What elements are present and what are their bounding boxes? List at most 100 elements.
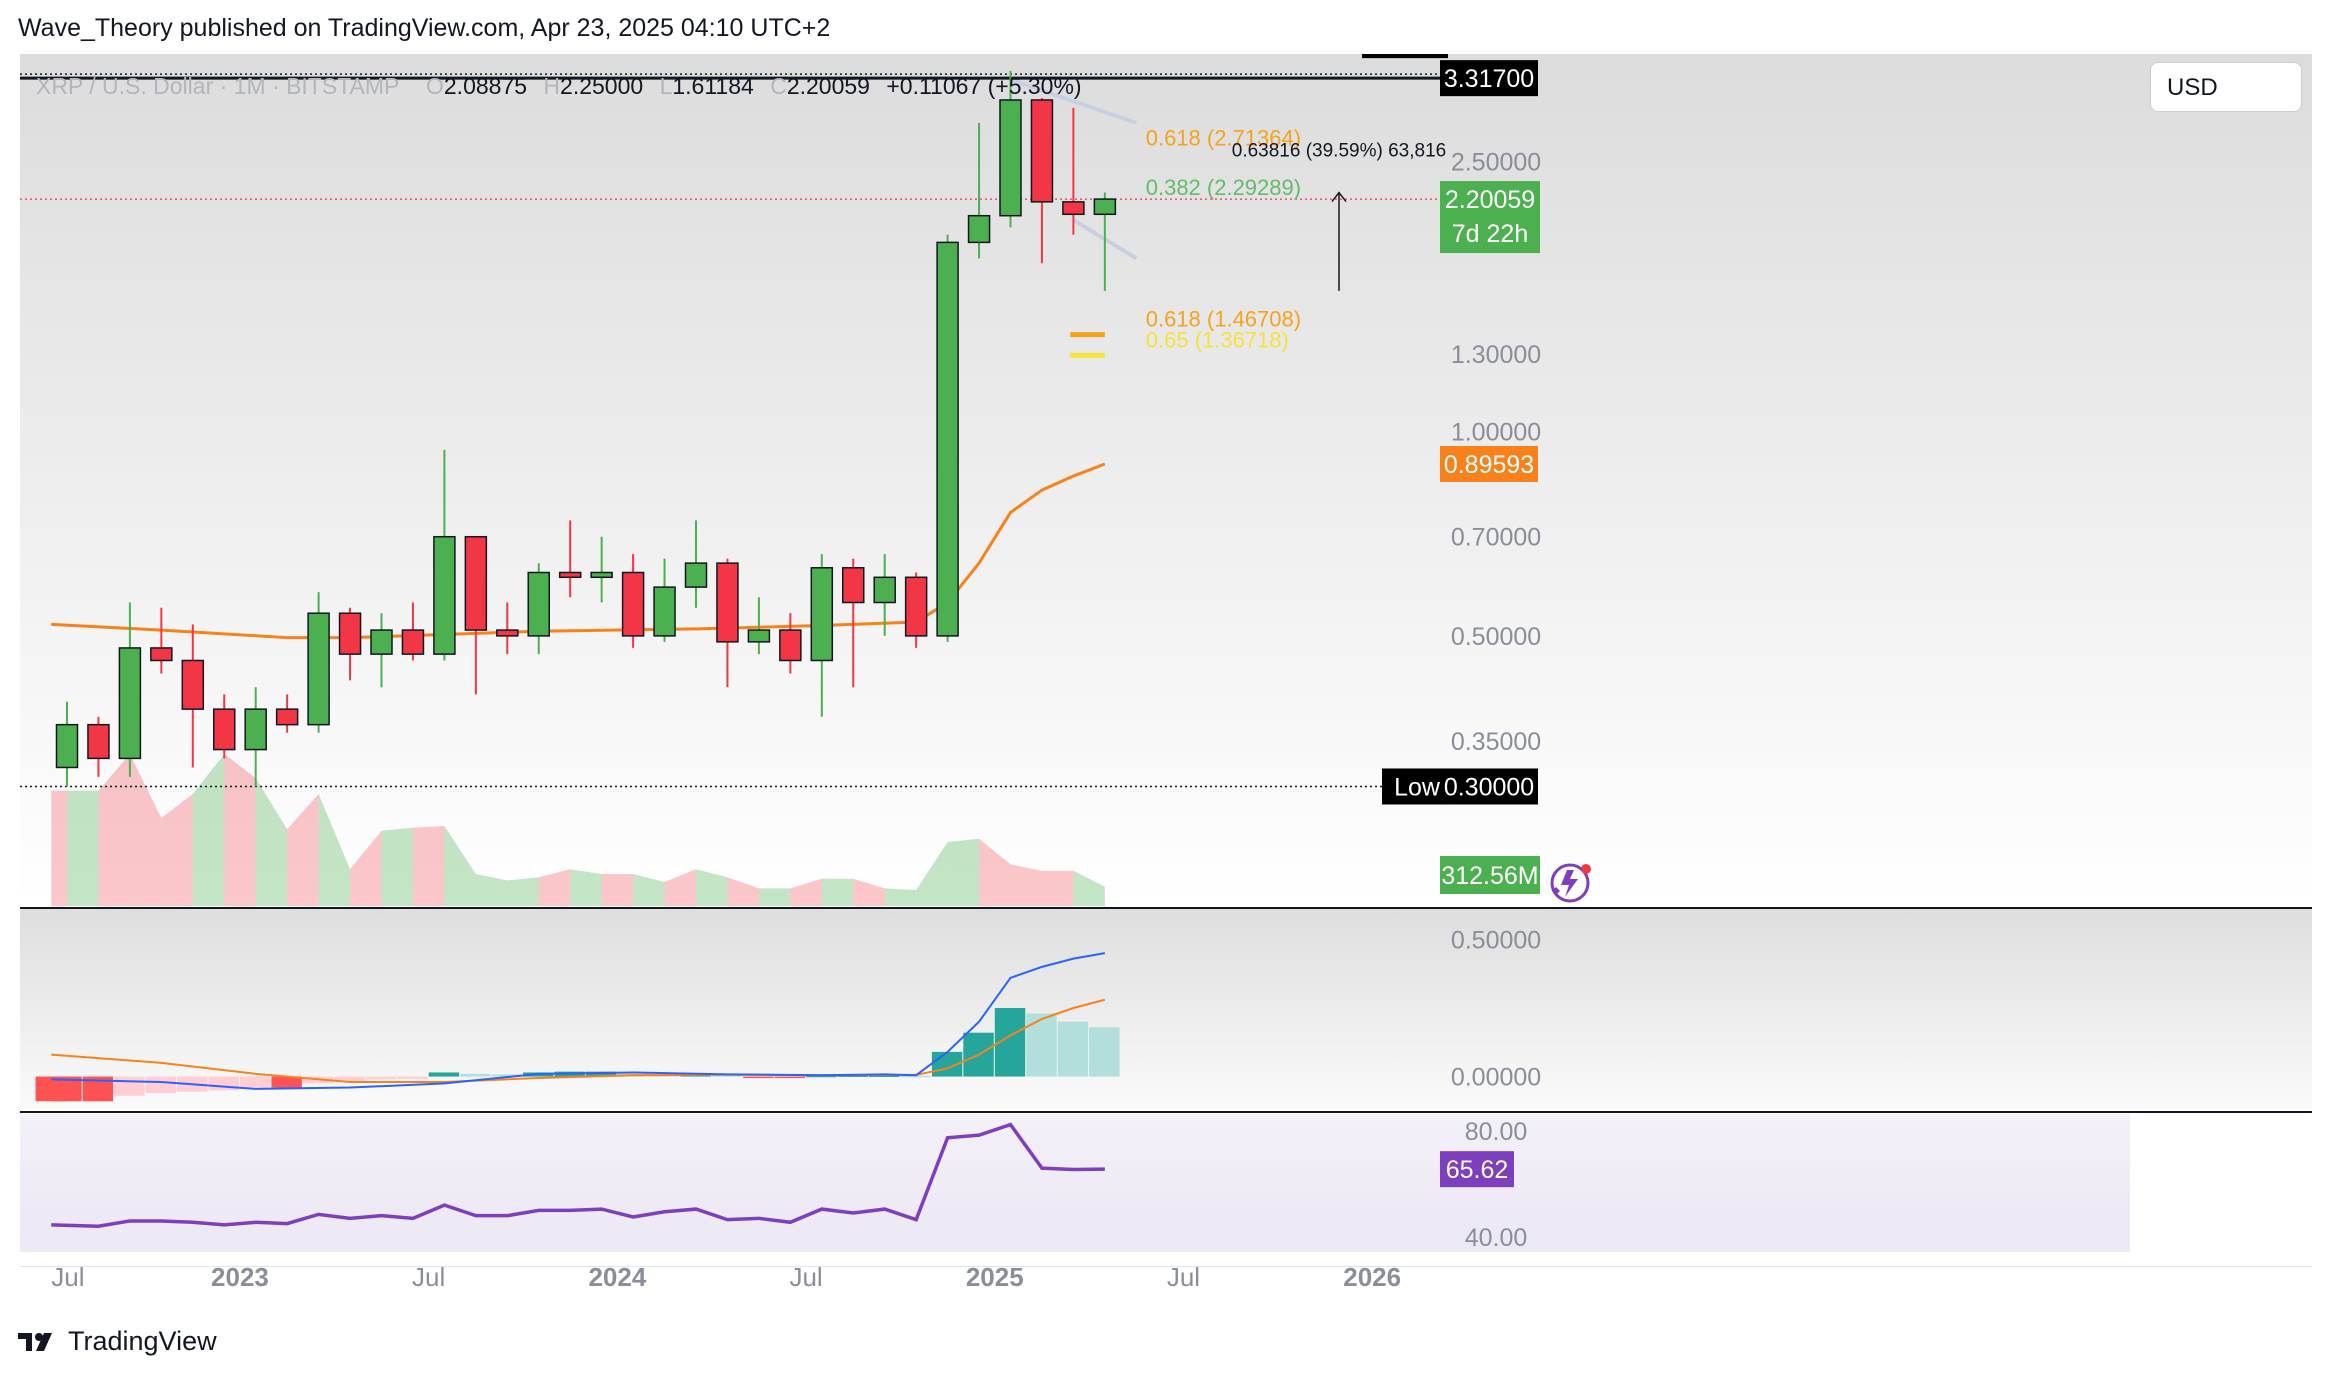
- candle[interactable]: [275, 694, 299, 733]
- candle[interactable]: [496, 602, 519, 655]
- candle-body: [747, 629, 771, 643]
- candle-body: [558, 571, 582, 579]
- candle-body: [716, 562, 739, 643]
- ema-price-tag[interactable]: [1440, 445, 1538, 482]
- macd-histogram-bar: [774, 1076, 806, 1079]
- macd-tick-label: 0.50000: [1451, 926, 1541, 954]
- candle-body: [999, 99, 1022, 217]
- candle[interactable]: [1062, 107, 1085, 235]
- candle[interactable]: [684, 520, 708, 608]
- legend-low-label: L: [660, 73, 673, 99]
- candle[interactable]: [433, 449, 456, 661]
- macd-histogram-bar: [900, 1075, 931, 1078]
- rsi-tick-label: 40.00: [1465, 1224, 1528, 1252]
- candle[interactable]: [55, 701, 79, 787]
- macd-indicator: [35, 952, 1120, 1102]
- candle[interactable]: [810, 554, 834, 717]
- candle[interactable]: [842, 558, 865, 688]
- macd-histogram-bar: [491, 1074, 523, 1077]
- rsi-value-tag[interactable]: [1440, 1151, 1514, 1188]
- volume-segment: [633, 874, 665, 906]
- candle[interactable]: [401, 602, 425, 661]
- measure-tool[interactable]: 0.63816 (39.59%) 63,816: [1232, 141, 1446, 291]
- candle[interactable]: [653, 558, 676, 642]
- volume-tag[interactable]: [1440, 856, 1540, 894]
- volume-segment: [192, 754, 225, 906]
- macd-histogram-bar: [145, 1076, 177, 1094]
- candle[interactable]: [1093, 192, 1117, 291]
- legend-open: 2.08875: [444, 73, 527, 99]
- candle[interactable]: [558, 520, 582, 598]
- candle[interactable]: [999, 70, 1022, 228]
- tradingview-logo[interactable]: TradingView: [18, 1326, 217, 1357]
- candle[interactable]: [338, 607, 362, 681]
- time-axis-divider: [20, 1266, 2312, 1267]
- candle[interactable]: [967, 122, 991, 259]
- volume-segment: [224, 754, 256, 906]
- candle-body: [527, 571, 550, 637]
- candle[interactable]: [590, 536, 613, 603]
- volume-segment: [758, 888, 791, 906]
- chart-canvas[interactable]: 0.618 (2.71364) 0.382 (2.29289) 0.618 (1.4…: [20, 54, 2312, 1308]
- candle[interactable]: [87, 716, 110, 777]
- low-price-text: 0.30000: [1444, 773, 1534, 801]
- macd-histogram-bar: [806, 1075, 837, 1078]
- volume-segment: [412, 826, 445, 906]
- macd-histogram-bar: [1026, 1013, 1057, 1077]
- candle-body: [496, 629, 519, 637]
- macd-histogram-bar: [868, 1075, 900, 1077]
- candle[interactable]: [213, 694, 236, 759]
- candle[interactable]: [244, 687, 267, 787]
- candle[interactable]: [779, 613, 802, 674]
- candle-body: [653, 586, 676, 637]
- currency-button[interactable]: USD: [2150, 62, 2302, 112]
- candle-body: [433, 535, 456, 655]
- bar-countdown-text: 7d 22h: [1452, 220, 1528, 248]
- macd-histogram-bar: [334, 1076, 365, 1083]
- snapshot-icon[interactable]: [1550, 863, 1591, 903]
- macd-pane-bg: [20, 909, 2312, 1109]
- candle[interactable]: [1030, 98, 1054, 264]
- candle[interactable]: [370, 613, 393, 688]
- candlesticks[interactable]: [55, 70, 1117, 787]
- last-price-tag[interactable]: [1440, 181, 1540, 254]
- low-price-tag[interactable]: [1440, 768, 1538, 805]
- candle[interactable]: [873, 554, 896, 636]
- macd-histogram-bar: [428, 1072, 460, 1077]
- candle[interactable]: [936, 234, 959, 642]
- candle[interactable]: [150, 607, 173, 674]
- volume-segment: [444, 826, 476, 906]
- high-tag[interactable]: [1362, 54, 1448, 59]
- candle[interactable]: [904, 572, 928, 648]
- volume-segment: [538, 869, 571, 906]
- candle-body: [55, 723, 79, 769]
- candle[interactable]: [307, 592, 330, 733]
- price-axis[interactable]: 2.50000 1.30000 1.00000 0.70000 0.50000 0.350…: [1362, 54, 1541, 1252]
- candle[interactable]: [181, 624, 205, 768]
- candle[interactable]: [716, 558, 739, 688]
- legend-row: XRP / U.S. Dollar · 1M · BITSTAMP O2.088…: [36, 73, 1082, 99]
- macd-histogram-bar: [271, 1076, 302, 1088]
- price-tick-label: 0.35000: [1451, 728, 1541, 756]
- price-tick-label: 2.50000: [1451, 148, 1541, 176]
- rsi-indicator: [51, 1122, 1105, 1228]
- candle-body: [684, 562, 708, 588]
- candle-body: [87, 723, 110, 760]
- volume-segment: [601, 874, 634, 906]
- volume-segment: [381, 827, 413, 906]
- candle[interactable]: [118, 602, 142, 777]
- volume-segment: [161, 794, 193, 906]
- candle[interactable]: [527, 563, 550, 655]
- fibonacci-levels[interactable]: 0.618 (2.71364) 0.382 (2.29289) 0.618 (1.4…: [1070, 125, 1301, 358]
- macd-histogram-bar: [239, 1076, 271, 1088]
- fib-level-label: 0.618 (2.71364): [1146, 125, 1301, 150]
- candle[interactable]: [464, 535, 488, 695]
- high-price-tag[interactable]: [1440, 60, 1538, 97]
- legend-high-label: H: [543, 73, 560, 99]
- channel-upper-line[interactable]: [1009, 77, 1137, 125]
- price-pane-bg: [20, 54, 2312, 906]
- candle[interactable]: [621, 554, 645, 648]
- volume-segment: [350, 830, 382, 906]
- volume-segment: [727, 877, 759, 906]
- candle[interactable]: [747, 597, 771, 655]
